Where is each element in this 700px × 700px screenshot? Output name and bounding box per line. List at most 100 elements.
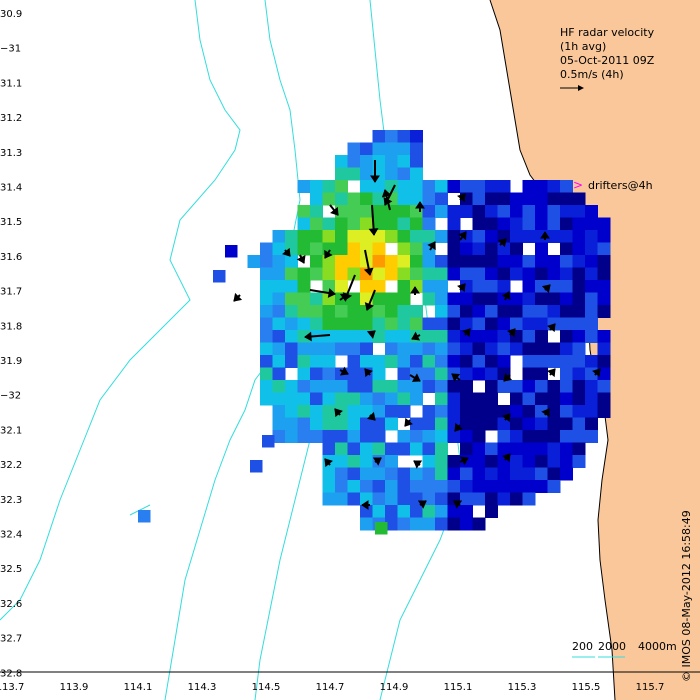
radar-cell: [585, 292, 598, 306]
radar-cell: [385, 355, 398, 368]
radar-cell: [497, 267, 511, 281]
radar-cell: [397, 267, 411, 281]
radar-cell: [310, 267, 323, 281]
radar-cell: [385, 480, 398, 493]
radar-cell: [360, 417, 373, 431]
radar-cell: [510, 342, 523, 356]
radar-cell: [547, 405, 561, 418]
radar-velocity-cells: [138, 130, 611, 535]
radar-cell: [485, 180, 498, 193]
radar-cell: [360, 180, 373, 193]
radar-cell: [597, 367, 611, 381]
radar-cell: [547, 392, 561, 406]
radar-cell: [347, 155, 361, 168]
radar-cell: [560, 367, 573, 381]
radar-cell: [435, 505, 448, 518]
velocity-arrow-head: [330, 206, 339, 216]
depth-label-2000: 2000: [598, 640, 626, 653]
radar-cell: [372, 417, 386, 431]
radar-cell: [410, 505, 423, 518]
velocity-arrow-head: [457, 193, 466, 203]
radar-cell: [485, 467, 498, 481]
y-tick-label: 32.2: [0, 460, 22, 471]
radar-cell: [497, 467, 511, 481]
radar-cell: [572, 380, 586, 393]
radar-cell: [397, 255, 411, 268]
radar-cell: [397, 242, 411, 256]
radar-cell: [460, 205, 473, 218]
velocity-arrow-head: [462, 328, 471, 338]
radar-cell: [460, 417, 473, 431]
radar-cell: [560, 355, 573, 368]
radar-cell: [497, 355, 511, 368]
velocity-arrow-head: [501, 291, 511, 301]
radar-cell: [585, 305, 598, 318]
radar-cell: [285, 380, 298, 393]
radar-cell: [560, 455, 573, 468]
radar-cell: [597, 230, 611, 243]
land-area: [490, 0, 700, 700]
radar-cell: [310, 205, 323, 218]
velocity-arrow-head: [334, 408, 343, 418]
x-tick-label: 115.7: [636, 682, 665, 693]
radar-cell: [560, 380, 573, 393]
radar-cell: [410, 480, 423, 493]
radar-cell: [510, 492, 523, 506]
radar-cell: [360, 317, 373, 331]
radar-cell: [572, 355, 586, 368]
radar-cell: [497, 330, 511, 343]
drifters-label: drifters@4h: [588, 179, 653, 192]
radar-cell: [360, 405, 373, 418]
radar-cell: [447, 205, 461, 218]
radar-cell: [335, 230, 348, 243]
radar-cell: [335, 242, 348, 256]
radar-cell: [272, 342, 286, 356]
radar-cell: [347, 355, 361, 368]
radar-cell: [435, 442, 448, 456]
radar-cell: [447, 267, 461, 281]
radar-cell: [560, 230, 573, 243]
x-axis: 113.7 113.9 114.1 114.3 114.5 114.7 114.9 115.1…: [0, 682, 700, 693]
radar-cell: [560, 342, 573, 356]
radar-cell: [260, 367, 273, 381]
radar-cell: [572, 317, 586, 331]
radar-cell: [285, 417, 298, 431]
radar-cell: [422, 205, 436, 218]
radar-cell: [385, 217, 398, 231]
radar-cell: [322, 467, 336, 481]
radar-cell: [297, 355, 311, 368]
radar-cell: [347, 342, 361, 356]
radar-cell: [260, 317, 273, 331]
radar-cell: [572, 267, 586, 281]
radar-cell: [335, 217, 348, 231]
radar-cell: [460, 317, 473, 331]
radar-cell: [422, 367, 436, 381]
radar-cell: [485, 205, 498, 218]
radar-cell: [547, 255, 561, 268]
radar-cell: [522, 430, 536, 443]
radar-cell: [397, 155, 411, 168]
radar-cell: [572, 455, 586, 468]
radar-cell: [397, 505, 411, 518]
radar-cell: [385, 167, 398, 181]
velocity-arrow-head: [547, 323, 556, 333]
radar-cell: [347, 492, 361, 506]
radar-cell: [410, 417, 423, 431]
radar-cell: [335, 455, 348, 468]
radar-cell: [410, 392, 423, 406]
radar-cell: [385, 267, 398, 281]
radar-cell: [360, 217, 373, 231]
radar-cell: [485, 405, 498, 418]
radar-cell: [347, 242, 361, 256]
radar-cell: [360, 442, 373, 456]
velocity-arrow-head: [304, 331, 312, 342]
radar-cell: [397, 230, 411, 243]
radar-cell: [385, 455, 398, 468]
radar-cell: [435, 355, 448, 368]
velocity-arrow-head: [451, 373, 461, 382]
radar-cell: [397, 205, 411, 218]
radar-cell: [597, 267, 611, 281]
radar-cell: [260, 355, 273, 368]
velocity-arrow-head: [296, 254, 306, 264]
radar-cell: [372, 442, 386, 456]
